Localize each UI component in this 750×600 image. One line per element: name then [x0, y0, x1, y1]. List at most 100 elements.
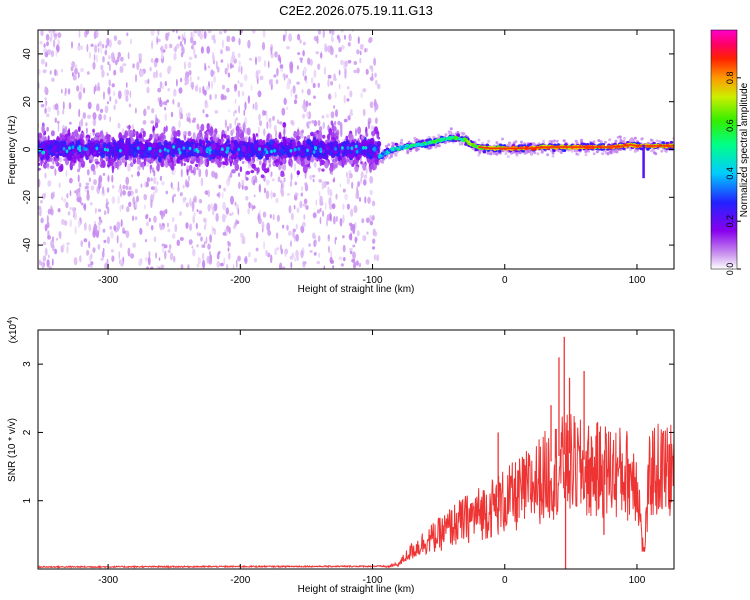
- heatmap-cell: [369, 65, 374, 70]
- heatmap-cell: [98, 113, 102, 121]
- heatmap-cell: [487, 139, 491, 143]
- heatmap-cell: [149, 133, 153, 141]
- heatmap-cell: [373, 98, 377, 107]
- heatmap-cell: [71, 145, 75, 149]
- heatmap-cell: [177, 186, 180, 192]
- heatmap-cell: [153, 176, 157, 185]
- heatmap-cell: [194, 54, 197, 59]
- heatmap-cell: [104, 210, 107, 216]
- heatmap-cell: [158, 257, 161, 261]
- heatmap-cell: [40, 58, 45, 65]
- heatmap-cell: [69, 177, 73, 184]
- heatmap-cell: [46, 113, 50, 118]
- heatmap-cell: [346, 146, 350, 150]
- heatmap-cell: [78, 148, 82, 152]
- heatmap-cell: [83, 238, 88, 243]
- heatmap-cell: [434, 145, 438, 149]
- heatmap-cell: [168, 141, 172, 146]
- heatmap-cell: [307, 134, 311, 139]
- heatmap-cell: [304, 75, 307, 82]
- heatmap-cell: [287, 230, 292, 236]
- heatmap-cell: [230, 154, 237, 159]
- heatmap-cell: [116, 161, 119, 170]
- heatmap-cell: [276, 67, 279, 77]
- heatmap-cell: [167, 87, 171, 92]
- heatmap-cell: [77, 187, 81, 193]
- heatmap-cell: [93, 53, 96, 62]
- heatmap-cell: [282, 146, 285, 150]
- heatmap-cell: [66, 193, 69, 199]
- heatmap-cell: [333, 215, 336, 225]
- heatmap-cell: [99, 108, 104, 113]
- heatmap-cell: [374, 159, 379, 166]
- heatmap-cell: [313, 252, 317, 256]
- heatmap-cell: [532, 142, 536, 146]
- heatmap-cell: [349, 173, 353, 179]
- heatmap-cell: [241, 160, 245, 164]
- heatmap-cell: [312, 178, 315, 183]
- heatmap-cell: [208, 146, 212, 150]
- heatmap-cell: [117, 188, 122, 193]
- heatmap-cell: [546, 153, 550, 157]
- heatmap-cell: [189, 223, 193, 231]
- heatmap-cell: [262, 211, 267, 218]
- heatmap-cell: [359, 43, 364, 50]
- heatmap-cell: [154, 122, 159, 129]
- heatmap-cell: [280, 173, 285, 177]
- heatmap-cell: [301, 89, 304, 94]
- heatmap-cell: [206, 123, 210, 130]
- heatmap-cell: [275, 79, 279, 85]
- heatmap-cell: [113, 225, 117, 231]
- heatmap-cell: [205, 113, 209, 118]
- heatmap-cell: [73, 257, 78, 266]
- heatmap-cell: [57, 123, 60, 132]
- heatmap-cell: [317, 30, 322, 35]
- heatmap-cell: [363, 174, 368, 179]
- heatmap-cell: [65, 149, 69, 153]
- heatmap-cell: [279, 262, 283, 269]
- heatmap-cell: [212, 51, 214, 61]
- heatmap-cell: [237, 90, 241, 98]
- heatmap-cell: [210, 142, 217, 151]
- heatmap-cell: [67, 88, 71, 95]
- heatmap-cell: [221, 213, 226, 223]
- heatmap-cell: [584, 150, 588, 154]
- heatmap-cell: [54, 248, 58, 255]
- heatmap-cell: [87, 114, 91, 119]
- heatmap-cell: [97, 221, 102, 226]
- heatmap-cell: [142, 162, 145, 171]
- heatmap-cell: [584, 153, 588, 157]
- heatmap-cell: [322, 134, 326, 139]
- heatmap-cell: [75, 188, 79, 195]
- heatmap-cell: [71, 61, 76, 68]
- heatmap-cell: [44, 86, 48, 94]
- heatmap-cell: [190, 81, 195, 89]
- heatmap-cell: [214, 110, 219, 114]
- heatmap-cell: [364, 146, 368, 150]
- heatmap-cell: [138, 149, 143, 155]
- heatmap-cell: [302, 260, 306, 268]
- heatmap-cell: [282, 180, 285, 190]
- heatmap-cell: [139, 133, 142, 139]
- heatmap-cell: [143, 108, 147, 117]
- heatmap-cell: [55, 49, 58, 57]
- heatmap-cell: [215, 213, 219, 222]
- heatmap-cell: [175, 43, 180, 49]
- heatmap-cell: [103, 239, 107, 244]
- heatmap-cell: [353, 205, 358, 214]
- heatmap-cell: [188, 239, 193, 245]
- heatmap-cell: [160, 264, 165, 269]
- heatmap-cell: [315, 199, 318, 206]
- heatmap-cell: [335, 156, 338, 163]
- heatmap-cell: [239, 133, 244, 139]
- heatmap-cell: [78, 71, 80, 79]
- heatmap-cell: [286, 192, 291, 196]
- heatmap-cell: [124, 130, 128, 139]
- heatmap-cell: [229, 172, 233, 178]
- heatmap-cell: [365, 68, 369, 75]
- heatmap-cell: [318, 126, 323, 132]
- heatmap-cell: [290, 172, 293, 181]
- heatmap-cell: [127, 52, 130, 60]
- heatmap-cell: [113, 152, 117, 161]
- heatmap-cell: [269, 214, 272, 219]
